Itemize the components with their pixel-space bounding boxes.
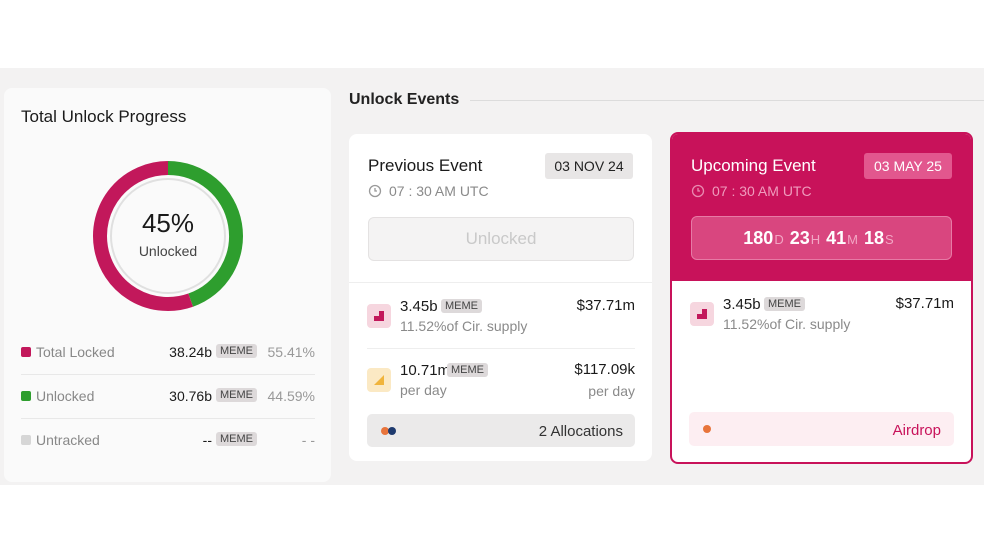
legend-amount: 30.76b [169, 388, 212, 404]
legend-label: Total Locked [36, 344, 115, 360]
date-badge: 03 NOV 24 [545, 153, 633, 179]
token-sub: 11.52%of Cir. supply [723, 316, 851, 332]
upcoming-title: Upcoming Event [691, 156, 816, 175]
token-sub: per day [400, 382, 447, 398]
legend-swatch [21, 435, 31, 445]
token-badge: MEME [441, 299, 482, 313]
shape [691, 184, 705, 198]
divider [367, 348, 635, 349]
legend-amount: 38.24b [169, 344, 212, 360]
shape [388, 427, 396, 435]
legend-percent: - - [301, 432, 315, 448]
legend-percent: 44.59% [267, 388, 315, 404]
usd-value: $37.71m [895, 295, 954, 312]
time: 07 : 30 AM UTC [389, 183, 489, 199]
clock-icon [368, 184, 382, 198]
countdown-number: 180 [743, 228, 774, 248]
allocations-label: 2 Allocations [538, 423, 623, 440]
token-badge: MEME [447, 363, 488, 377]
shape [381, 427, 389, 435]
donut [93, 161, 243, 311]
previous-title: Previous Event [368, 156, 483, 175]
shape [374, 188, 377, 192]
countdown-box [691, 216, 952, 260]
allocation-dots [381, 427, 396, 435]
legend-swatch [21, 391, 31, 401]
token-badge: MEME [216, 344, 257, 358]
center-value: 45% [141, 208, 195, 238]
countdown-number: 23 [789, 228, 810, 248]
token-amount: 10.71m [400, 362, 451, 379]
countdown-unit: H [810, 232, 821, 247]
token-badge: MEME [216, 388, 257, 402]
countdown-unit: D [774, 232, 784, 247]
divider [21, 374, 315, 375]
legend-swatch [21, 347, 31, 357]
events-title: Unlock Events [349, 91, 460, 108]
countdown-number: 41 [826, 228, 847, 248]
token-sub: 11.52%of Cir. supply [400, 318, 528, 334]
legend-amount: -- [202, 432, 212, 448]
donut-inner-ring [110, 178, 226, 294]
donut-segment [93, 161, 193, 311]
shape [368, 184, 382, 198]
usd-value: $117.09k [574, 361, 635, 378]
usd-sub: per day [588, 383, 635, 399]
status-button: Unlocked [368, 217, 634, 261]
token-badge: MEME [764, 297, 805, 311]
airdrop-bar[interactable] [689, 412, 954, 446]
airdrop-dot [703, 425, 711, 433]
divider [21, 418, 315, 419]
legend-percent: 55.41% [267, 344, 315, 360]
countdown-unit: M [847, 232, 859, 247]
donut-segment [167, 161, 243, 307]
shape [703, 425, 711, 433]
token-amount: 3.45b [723, 296, 761, 313]
token-badge: MEME [216, 432, 257, 446]
token-icon-shape [697, 309, 707, 319]
countdown-number: 18 [864, 228, 885, 248]
legend-label: Unlocked [36, 388, 95, 404]
divider [470, 100, 984, 101]
progress-title: Total Unlock Progress [21, 107, 187, 126]
token-icon-shape [374, 311, 384, 321]
shape [697, 188, 700, 192]
countdown: 180D 23H 41M 18S [691, 228, 952, 249]
usd-value: $37.71m [576, 297, 635, 314]
allocations-bar[interactable] [367, 414, 635, 447]
token-icon-shape [374, 375, 384, 385]
date-badge: 03 MAY 25 [864, 153, 952, 179]
previous-card [349, 134, 652, 461]
countdown-unit: S [885, 232, 894, 247]
center-label: Unlocked [138, 243, 198, 259]
clock-icon [691, 184, 705, 198]
divider [349, 282, 652, 283]
time: 07 : 30 AM UTC [712, 183, 812, 199]
airdrop-label: Airdrop [892, 422, 941, 439]
legend-label: Untracked [36, 432, 100, 448]
token-amount: 3.45b [400, 298, 438, 315]
